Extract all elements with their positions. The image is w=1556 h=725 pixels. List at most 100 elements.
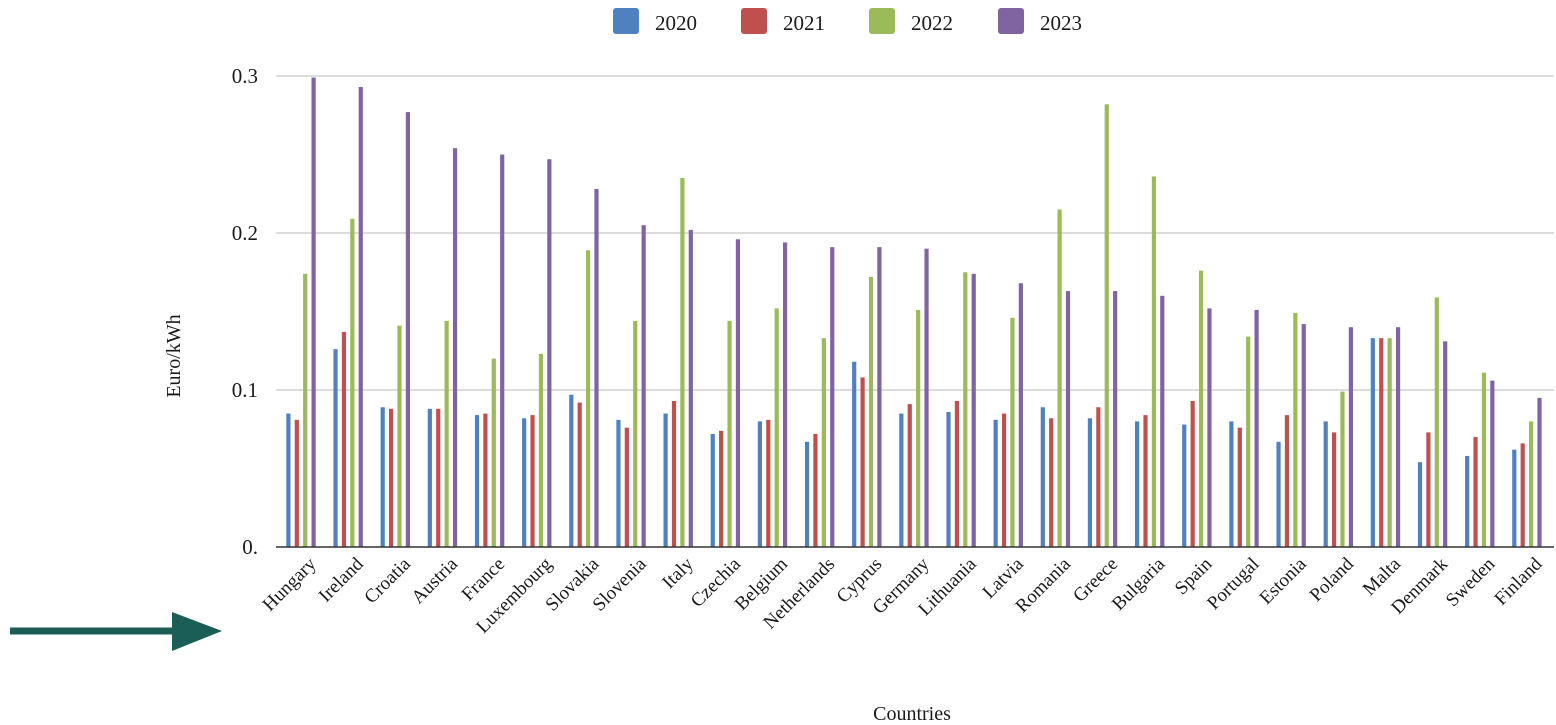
bar bbox=[860, 377, 865, 547]
bar bbox=[380, 407, 385, 547]
x-tick-label: Finland bbox=[1491, 553, 1547, 609]
bar bbox=[1443, 341, 1448, 547]
bar bbox=[663, 413, 668, 547]
bar bbox=[719, 430, 724, 547]
x-tick-label: Austria bbox=[408, 553, 463, 608]
bar bbox=[916, 309, 921, 547]
bar bbox=[530, 415, 535, 547]
bar bbox=[1284, 415, 1290, 547]
bar bbox=[333, 349, 338, 547]
legend-swatch bbox=[869, 8, 895, 34]
x-tick-label: Croatia bbox=[360, 553, 415, 608]
bar bbox=[389, 408, 394, 547]
bar bbox=[474, 415, 480, 547]
x-tick-label: Poland bbox=[1306, 553, 1359, 606]
category-group bbox=[1135, 176, 1165, 548]
bar bbox=[1229, 421, 1234, 547]
bar bbox=[522, 418, 527, 547]
bar bbox=[1490, 380, 1495, 547]
bar bbox=[1040, 407, 1045, 547]
bar bbox=[1323, 421, 1328, 547]
bar bbox=[1520, 443, 1525, 547]
legend-label: 2023 bbox=[1040, 11, 1082, 35]
bar bbox=[1143, 415, 1148, 547]
bar bbox=[813, 433, 818, 547]
x-tick-label: Slovenia bbox=[589, 553, 651, 615]
bar bbox=[971, 273, 976, 547]
category-group bbox=[1417, 297, 1448, 547]
category-group bbox=[1512, 397, 1542, 547]
bar bbox=[1473, 437, 1478, 547]
category-group bbox=[1465, 372, 1495, 547]
arrow-annotation bbox=[10, 612, 222, 651]
bar bbox=[1018, 283, 1023, 547]
category-group bbox=[1276, 313, 1306, 547]
bar bbox=[1246, 336, 1251, 547]
bar bbox=[830, 247, 835, 547]
bar bbox=[452, 148, 458, 547]
legend-label: 2021 bbox=[783, 11, 825, 35]
category-group bbox=[286, 77, 316, 547]
legend-label: 2022 bbox=[911, 11, 953, 35]
category-group bbox=[1370, 327, 1401, 547]
category-group bbox=[1323, 327, 1353, 547]
bar bbox=[1276, 441, 1281, 547]
legend-item: 2020 bbox=[613, 8, 697, 35]
bar bbox=[1237, 427, 1242, 547]
bar bbox=[1465, 455, 1470, 547]
bar bbox=[577, 402, 582, 547]
legend-swatch bbox=[613, 8, 639, 34]
legend-item: 2021 bbox=[741, 8, 825, 35]
bar bbox=[877, 247, 882, 547]
category-group bbox=[946, 272, 976, 547]
bar bbox=[303, 273, 308, 547]
legend-item: 2023 bbox=[998, 8, 1082, 35]
x-tick-label: Hungary bbox=[259, 553, 321, 615]
bar bbox=[641, 225, 646, 547]
x-tick-label: Bulgaria bbox=[1108, 553, 1170, 615]
category-group bbox=[1040, 209, 1071, 547]
category-group bbox=[569, 189, 599, 548]
bar bbox=[1395, 327, 1401, 547]
y-axis-title: Euro/kWh bbox=[163, 314, 185, 397]
bar bbox=[1049, 418, 1054, 547]
bar bbox=[783, 242, 788, 548]
bar bbox=[899, 413, 904, 547]
bar bbox=[1190, 400, 1195, 547]
legend-item: 2022 bbox=[869, 8, 953, 35]
legend-swatch bbox=[741, 8, 767, 34]
bar bbox=[710, 433, 715, 547]
x-axis-title: Countries bbox=[873, 703, 951, 725]
bar bbox=[774, 308, 779, 547]
bar bbox=[680, 178, 685, 548]
bar bbox=[1151, 176, 1156, 548]
bar bbox=[1512, 449, 1517, 547]
bar bbox=[1254, 309, 1259, 547]
bar bbox=[633, 320, 638, 547]
bar bbox=[500, 154, 505, 547]
bar bbox=[350, 218, 355, 547]
category-group bbox=[804, 247, 835, 547]
bar bbox=[963, 272, 968, 547]
bar bbox=[671, 400, 677, 547]
y-tick-label: 0.3 bbox=[232, 64, 258, 88]
bar bbox=[483, 413, 488, 547]
x-tick-label: Sweden bbox=[1442, 553, 1500, 611]
legend-label: 2020 bbox=[655, 11, 697, 35]
x-tick-label: Italy bbox=[658, 553, 698, 593]
bar bbox=[1481, 372, 1487, 547]
bar bbox=[924, 248, 929, 547]
category-group bbox=[380, 112, 410, 548]
category-group bbox=[474, 154, 505, 547]
bar bbox=[358, 86, 363, 548]
bar bbox=[405, 112, 410, 548]
bar bbox=[757, 421, 762, 547]
bar bbox=[491, 358, 496, 547]
bar bbox=[624, 427, 629, 547]
bar bbox=[1198, 270, 1204, 547]
category-group bbox=[333, 86, 363, 548]
bar bbox=[1340, 391, 1345, 547]
category-group bbox=[1087, 104, 1118, 547]
x-axis-categories: HungaryIrelandCroatiaAustriaFranceLuxemb… bbox=[259, 553, 1547, 637]
bar bbox=[444, 320, 449, 547]
